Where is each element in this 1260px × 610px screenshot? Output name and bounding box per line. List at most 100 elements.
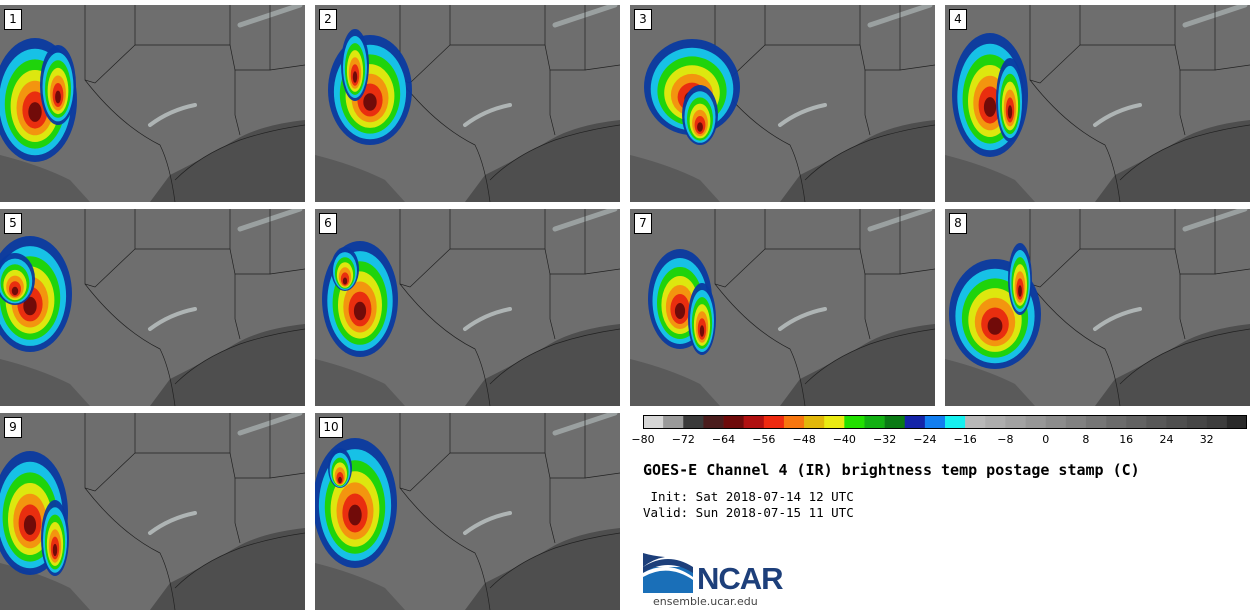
coastline xyxy=(174,124,305,181)
ncar-url: ensemble.ucar.edu xyxy=(653,595,758,608)
cloud-streak xyxy=(148,103,197,127)
mexico-region xyxy=(945,359,1035,406)
gulf-region xyxy=(150,528,305,610)
colorbar-tick-label: −48 xyxy=(792,433,816,446)
state-border xyxy=(84,209,136,288)
state-border xyxy=(399,209,451,288)
state-border xyxy=(269,64,305,71)
colorbar-tick-label: 8 xyxy=(1082,433,1090,446)
colorbar-swatch xyxy=(1065,415,1087,429)
state-border xyxy=(84,79,176,202)
colorbar-tick-label: 32 xyxy=(1199,433,1214,446)
map-image-10 xyxy=(315,413,620,610)
state-border xyxy=(229,413,271,479)
colorbar-tick-label: −8 xyxy=(997,433,1014,446)
colorbar-swatch xyxy=(864,415,885,429)
coastline xyxy=(804,124,935,181)
colorbar-swatch xyxy=(1186,415,1208,429)
state-border xyxy=(1029,209,1081,288)
member-label-7: 7 xyxy=(634,213,652,234)
state-border xyxy=(84,413,136,492)
storm-cloud-layer xyxy=(342,277,348,285)
colorbar-swatch xyxy=(723,415,744,429)
state-border xyxy=(234,70,241,136)
valid-time: Valid: Sun 2018-07-15 11 UTC xyxy=(643,505,854,520)
mexico-region xyxy=(315,563,405,610)
state-border xyxy=(549,274,556,340)
state-border xyxy=(229,209,271,275)
postage-stamp-map-3: 3 xyxy=(630,5,935,202)
colorbar-swatch xyxy=(783,415,805,429)
state-border xyxy=(859,5,901,71)
coastline xyxy=(804,328,935,385)
cloud-streak xyxy=(148,511,197,535)
state-border xyxy=(1214,64,1250,71)
colorbar-swatch xyxy=(904,415,926,429)
postage-stamp-map-8: 8 xyxy=(945,209,1250,406)
storm-cloud-layer xyxy=(52,543,58,557)
cloud-streak xyxy=(148,307,197,331)
state-border xyxy=(399,487,491,610)
map-image-9 xyxy=(0,413,305,610)
member-label-3: 3 xyxy=(634,9,652,30)
cloud-streak xyxy=(778,307,827,331)
storm-cloud-layer xyxy=(348,504,362,526)
postage-stamp-map-10: 10 xyxy=(315,413,620,610)
postage-stamp-map-9: 9 xyxy=(0,413,305,610)
storm-cloud-layer xyxy=(363,93,377,111)
colorbar-swatch xyxy=(763,415,785,429)
figure-title: GOES-E Channel 4 (IR) brightness temp po… xyxy=(643,461,1140,479)
postage-stamp-map-1: 1 xyxy=(0,5,305,202)
colorbar-tick-label: 16 xyxy=(1119,433,1134,446)
colorbar-swatch xyxy=(1126,415,1147,429)
gulf-region xyxy=(780,120,935,202)
colorbar-swatch xyxy=(1106,415,1127,429)
coastline xyxy=(489,124,620,181)
coastline xyxy=(1119,328,1250,385)
storm-cloud-layer xyxy=(11,286,19,296)
state-border xyxy=(584,64,620,71)
postage-stamp-map-6: 6 xyxy=(315,209,620,406)
mexico-region xyxy=(0,359,90,406)
storm-cloud-layer xyxy=(1007,105,1013,119)
member-label-10: 10 xyxy=(319,417,343,438)
mexico-region xyxy=(0,155,90,202)
mexico-region xyxy=(630,359,720,406)
map-image-4 xyxy=(945,5,1250,202)
map-image-2 xyxy=(315,5,620,202)
state-border xyxy=(1174,209,1216,275)
colorbar-swatch xyxy=(804,415,825,429)
mexico-region xyxy=(315,155,405,202)
state-border xyxy=(399,79,491,202)
colorbar-swatch xyxy=(945,415,966,429)
colorbar-swatch xyxy=(1045,415,1067,429)
colorbar-tick-label: −24 xyxy=(913,433,937,446)
cloud-streak xyxy=(463,103,512,127)
gulf-region xyxy=(1095,120,1250,202)
coastline xyxy=(489,328,620,385)
member-label-5: 5 xyxy=(4,213,22,234)
postage-stamp-map-5: 5 xyxy=(0,209,305,406)
state-border xyxy=(1029,79,1121,202)
state-border xyxy=(84,283,176,406)
mexico-region xyxy=(630,155,720,202)
state-border xyxy=(1174,5,1216,71)
map-image-5 xyxy=(0,209,305,406)
cloud-streak xyxy=(1093,103,1142,127)
colorbar-swatch xyxy=(1226,415,1247,429)
colorbar-frame xyxy=(643,415,1247,429)
state-border xyxy=(399,413,451,492)
map-image-1 xyxy=(0,5,305,202)
state-border xyxy=(859,209,901,275)
state-border xyxy=(269,472,305,479)
member-label-1: 1 xyxy=(4,9,22,30)
colorbar-tick-labels: −80 −72 −64 −56 −48 −40 −32 −24 −16 −8 0 8 16 24 32 xyxy=(631,433,1247,449)
member-label-9: 9 xyxy=(4,417,22,438)
coastline xyxy=(174,532,305,589)
postage-stamp-map-7: 7 xyxy=(630,209,935,406)
colorbar-swatch xyxy=(824,415,845,429)
state-border xyxy=(84,487,176,610)
gulf-region xyxy=(150,324,305,406)
state-border xyxy=(864,274,871,340)
colorbar-tick-label: −56 xyxy=(752,433,776,446)
